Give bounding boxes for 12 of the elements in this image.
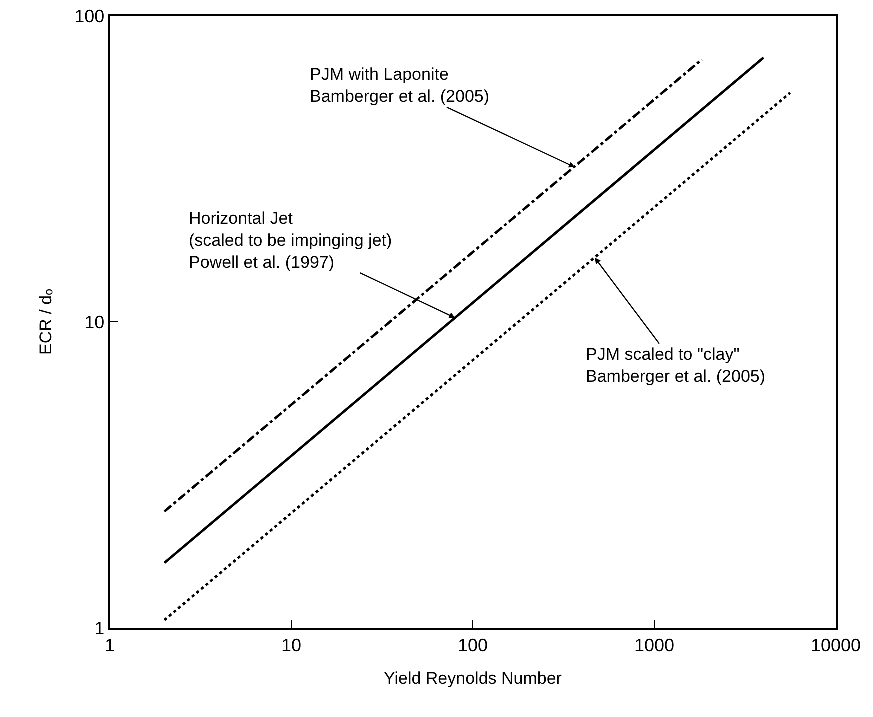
y-axis-title: ECR / dₒ [36,289,56,355]
annotation: PJM with Laponite Bamberger et al. (2005) [310,65,490,106]
annotation: Horizontal Jet (scaled to be impinging jet) Powell et al. (1997) [189,209,392,272]
y-tick-label: 1 [94,618,105,638]
x-tick-label: 1000 [634,635,675,656]
x-tick-label: 10 [281,635,302,656]
x-tick-label: 10000 [810,635,862,656]
x-axis-title: Yield Reynolds Number [384,669,562,688]
x-tick-label: 100 [458,635,488,656]
annotation: PJM scaled to "clay" Bamberger et al. (2005) [586,345,766,386]
y-tick-label: 100 [74,6,105,26]
y-tick-label: 10 [84,312,105,332]
